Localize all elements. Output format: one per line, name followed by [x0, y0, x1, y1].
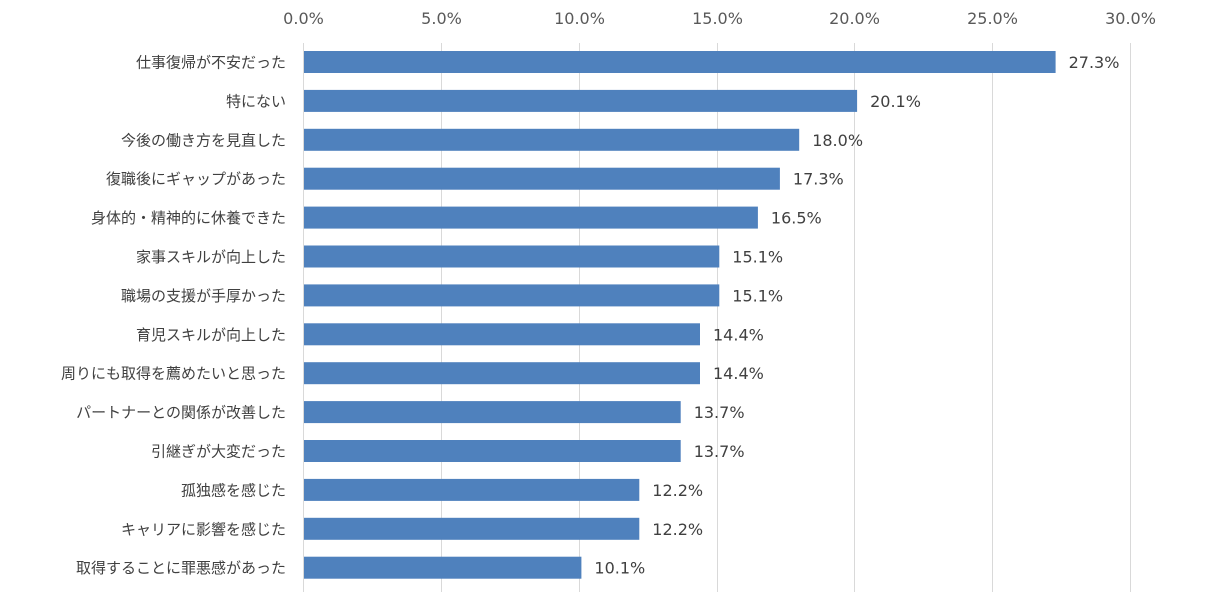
data-label: 27.3%	[1069, 53, 1120, 72]
category-label: 職場の支援が手厚かった	[121, 287, 286, 305]
bar	[304, 128, 800, 151]
category-label: 復職後にギャップがあった	[106, 170, 286, 188]
bar	[304, 51, 1056, 73]
x-tick-label: 25.0%	[967, 9, 1018, 28]
category-label: 仕事復帰が不安だった	[136, 54, 286, 72]
bar	[304, 206, 758, 229]
category-label: 引継ぎが大変だった	[151, 443, 286, 461]
x-axis-ticks: 0.0% 5.0% 10.0% 15.0% 20.0% 25.0% 30.0%	[283, 9, 1156, 28]
x-tick-label: 10.0%	[554, 9, 605, 28]
bar	[304, 401, 681, 424]
bar	[304, 440, 681, 462]
data-label: 14.4%	[713, 325, 764, 344]
data-label: 13.7%	[694, 442, 745, 461]
bar	[304, 167, 780, 190]
bars	[304, 51, 1056, 579]
data-label: 12.2%	[652, 520, 703, 539]
bar	[304, 284, 720, 307]
x-tick-label: 0.0%	[283, 9, 324, 28]
bar	[304, 362, 700, 385]
bar	[304, 323, 700, 346]
category-label: 家事スキルが向上した	[136, 248, 286, 266]
data-label: 10.1%	[594, 559, 645, 578]
bar	[304, 478, 640, 501]
data-label: 15.1%	[732, 248, 783, 267]
data-label: 20.1%	[870, 92, 921, 111]
x-tick-label: 30.0%	[1105, 9, 1156, 28]
data-label: 14.4%	[713, 364, 764, 383]
category-label: パートナーとの関係が改善した	[76, 404, 286, 422]
category-label: 今後の働き方を見直した	[121, 131, 286, 149]
x-tick-label: 5.0%	[421, 9, 462, 28]
data-label: 17.3%	[793, 170, 844, 189]
category-labels: 仕事復帰が不安だった特にない今後の働き方を見直した復職後にギャップがあった身体的…	[61, 54, 286, 578]
data-label: 18.0%	[812, 131, 863, 150]
category-label: 取得することに罪悪感があった	[76, 559, 286, 577]
data-label: 13.7%	[694, 403, 745, 422]
data-label: 15.1%	[732, 286, 783, 305]
data-labels: 27.3% 20.1% 18.0% 17.3% 16.5% 15.1% 15.1% 14.4%…	[594, 53, 1119, 578]
category-label: 特にない	[226, 92, 286, 110]
bar	[304, 89, 858, 112]
category-label: キャリアに影響を感じた	[121, 520, 286, 538]
x-tick-label: 20.0%	[829, 9, 880, 28]
data-label: 16.5%	[771, 209, 822, 228]
category-label: 周りにも取得を薦めたいと思った	[61, 365, 286, 383]
bar	[304, 556, 582, 579]
category-label: 孤独感を感じた	[181, 481, 286, 499]
x-tick-label: 15.0%	[692, 9, 743, 28]
category-label: 身体的・精神的に休養できた	[91, 209, 286, 227]
bar	[304, 517, 640, 540]
category-label: 育児スキルが向上した	[136, 326, 286, 344]
bar	[304, 245, 720, 268]
gridlines	[441, 43, 1131, 592]
data-label: 12.2%	[652, 481, 703, 500]
